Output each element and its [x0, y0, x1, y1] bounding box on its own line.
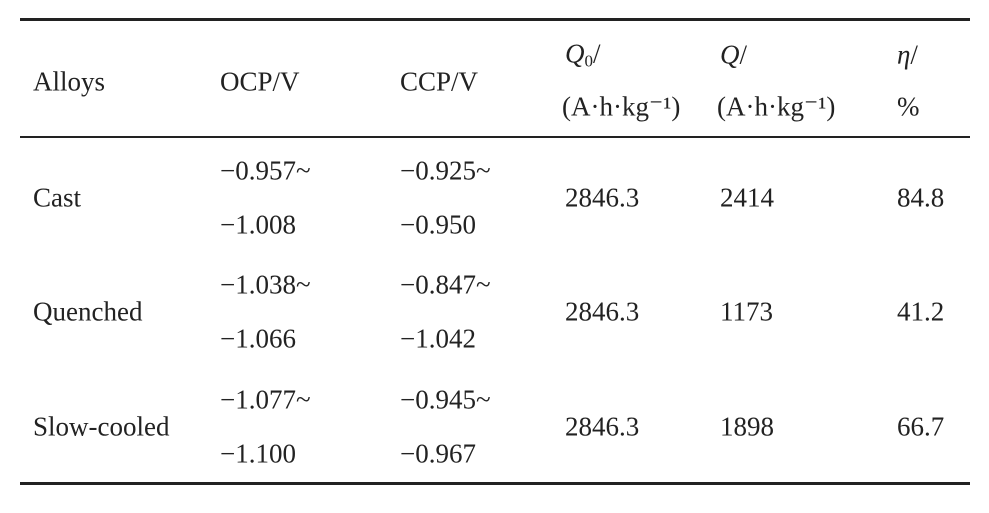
eta-cell: 84.8 — [897, 182, 945, 213]
header-subscript: 0 — [584, 51, 594, 71]
ocp-range-start: −0.957~ — [220, 155, 311, 186]
eta-cell: 66.7 — [897, 411, 945, 442]
header-cell: η/ — [897, 39, 918, 70]
header-cell: OCP/V — [220, 66, 300, 97]
ccp-range-start: −0.945~ — [400, 384, 491, 415]
ccp-range-start: −0.847~ — [400, 269, 491, 300]
header-unit: (A·h·kg⁻¹) — [717, 91, 836, 122]
header-cell: Q/ — [720, 39, 748, 70]
bottom-rule — [20, 482, 970, 485]
ocp-range-end: −1.100 — [220, 438, 296, 469]
q-cell: 1898 — [720, 411, 774, 442]
ccp-range-end: −0.950 — [400, 209, 476, 240]
q-cell: 1173 — [720, 296, 773, 327]
ocp-range-start: −1.038~ — [220, 269, 311, 300]
header-cell: Alloys — [33, 66, 106, 97]
ccp-range-start: −0.925~ — [400, 155, 491, 186]
header-cell: CCP/V — [400, 66, 479, 97]
header-cell: Q0/ — [565, 38, 601, 71]
alloy-cell: Quenched — [33, 296, 143, 327]
q0-cell: 2846.3 — [565, 182, 640, 213]
header-symbol: Q — [565, 38, 585, 69]
header-symbol: η — [897, 39, 911, 70]
q0-cell: 2846.3 — [565, 296, 640, 327]
header-slash: / — [910, 39, 918, 70]
ocp-range-start: −1.077~ — [220, 384, 311, 415]
ocp-range-end: −1.008 — [220, 209, 296, 240]
header-unit: (A·h·kg⁻¹) — [562, 91, 681, 122]
header-slash: / — [739, 39, 748, 70]
header-rule — [20, 136, 970, 138]
header-unit: % — [897, 91, 920, 122]
top-rule — [20, 18, 970, 21]
alloy-cell: Slow-cooled — [33, 411, 170, 442]
alloy-cell: Cast — [33, 182, 82, 213]
eta-cell: 41.2 — [897, 296, 945, 327]
header-symbol: Q — [720, 39, 740, 70]
ccp-range-end: −0.967 — [400, 438, 476, 469]
header-slash: / — [593, 38, 601, 69]
q-cell: 2414 — [720, 182, 774, 213]
ccp-range-end: −1.042 — [400, 323, 476, 354]
ocp-range-end: −1.066 — [220, 323, 296, 354]
q0-cell: 2846.3 — [565, 411, 640, 442]
